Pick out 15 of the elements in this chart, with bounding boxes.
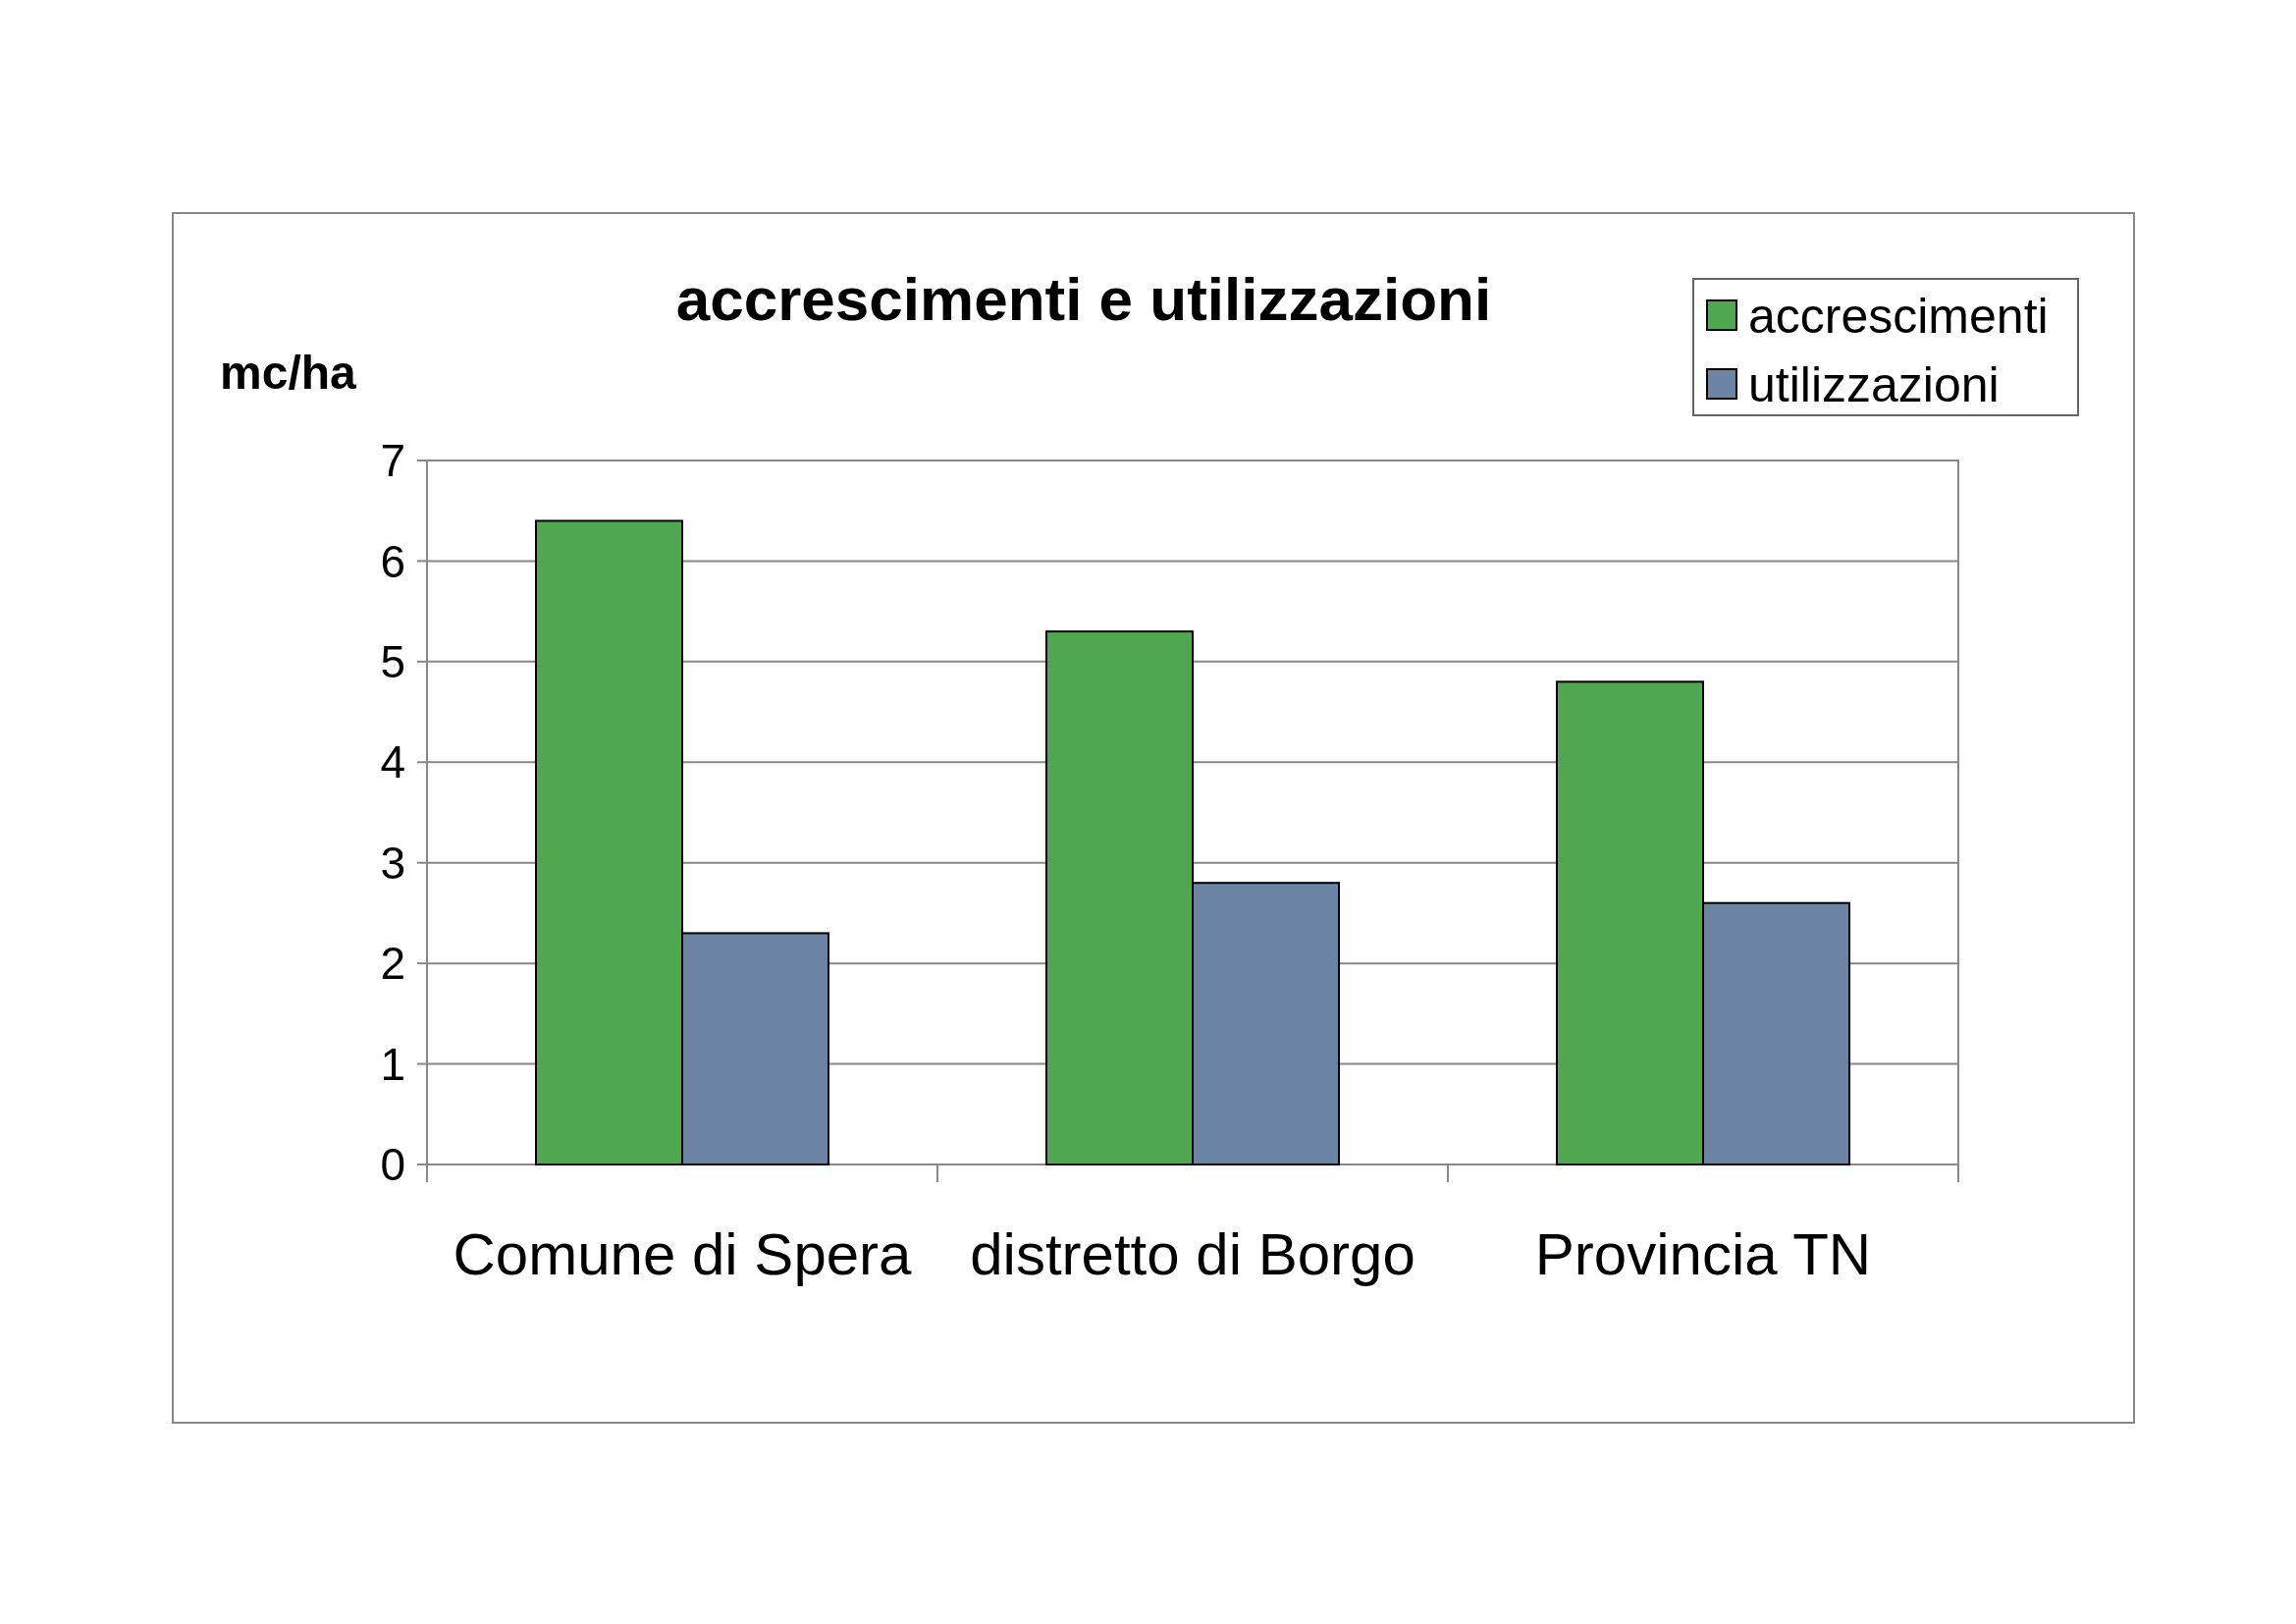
y-tick-label: 4 <box>380 736 405 788</box>
y-tick-label: 1 <box>380 1038 405 1090</box>
chart-title: accrescimenti e utilizzazioni <box>675 265 1492 333</box>
y-tick-label: 7 <box>380 435 405 487</box>
y-tick-label: 6 <box>380 535 405 587</box>
x-tick-label: Comune di Spera <box>453 1221 913 1287</box>
x-tick-label: Provincia TN <box>1534 1221 1872 1287</box>
legend-label: utilizzazioni <box>1748 356 2000 412</box>
y-axis-title: mc/ha <box>220 347 357 399</box>
legend-label: accrescimenti <box>1748 288 2049 344</box>
y-tick-label: 0 <box>380 1139 405 1191</box>
y-tick-label: 2 <box>380 938 405 990</box>
y-tick-label: 5 <box>380 635 405 687</box>
y-tick-label: 3 <box>380 837 405 889</box>
x-tick-label: distretto di Borgo <box>970 1221 1415 1287</box>
